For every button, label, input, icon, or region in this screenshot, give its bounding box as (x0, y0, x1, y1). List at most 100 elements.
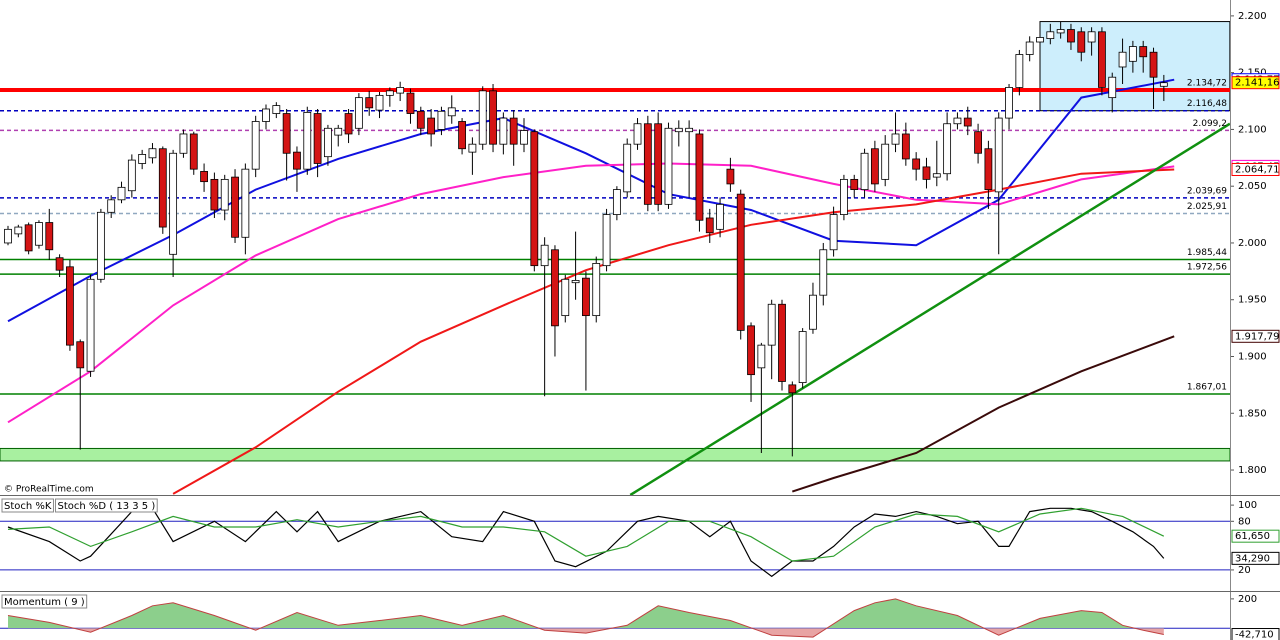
moving-average (791, 335, 1175, 493)
candle-body (1056, 29, 1065, 34)
candle-body (1077, 31, 1086, 53)
candle-body (1108, 76, 1117, 99)
candle-body (943, 123, 952, 175)
candle-body (643, 123, 652, 205)
y-tick-label: 1.850 (1238, 408, 1267, 419)
candle-body (1005, 87, 1013, 119)
y-tick-label: 1.950 (1238, 295, 1267, 306)
candle-body (685, 127, 694, 133)
plots: 1.800 1.850 1.900 1.950 2.000 2.050 2.100 2.150… (0, 11, 1280, 640)
candle-body (726, 168, 735, 185)
panel (0, 21, 1230, 495)
candle-body (1149, 51, 1158, 78)
candle-body (881, 143, 890, 180)
indicator-line (7, 507, 1165, 562)
candle-body (489, 90, 497, 145)
level-label: 1.985,44 (1187, 248, 1227, 258)
candle-body (602, 214, 611, 267)
candle-body (1098, 31, 1106, 88)
candle-body (437, 110, 446, 130)
candle-body (427, 117, 436, 135)
candle-body (994, 117, 1003, 193)
candle-body (705, 217, 714, 234)
candle-body (623, 143, 632, 193)
level-label: 1.972,56 (1187, 263, 1227, 273)
candle-body (117, 186, 126, 201)
candle-body (447, 107, 456, 117)
candle-body (901, 133, 910, 160)
candle-body (747, 325, 755, 376)
value-tag-label: 34,290 (1235, 553, 1270, 564)
candle-body (86, 278, 95, 372)
y-tick-label: 2.150 (1238, 68, 1267, 79)
panel (0, 598, 1230, 638)
legend-label: Momentum ( 9 ) (4, 597, 85, 608)
legend-box (1, 594, 88, 609)
candle-body (158, 148, 167, 228)
candle-body (293, 151, 301, 170)
y-tick-label: 2.100 (1238, 124, 1267, 135)
candle-body (1025, 41, 1034, 55)
candle-body (76, 341, 85, 369)
candle-body (231, 176, 239, 238)
value-tag (1231, 628, 1280, 640)
candle-body (478, 90, 487, 145)
y-tick-label: 20 (1238, 565, 1251, 576)
candle-body (736, 193, 745, 331)
value-tag-label: 61,650 (1235, 531, 1270, 542)
candle-body (840, 178, 848, 215)
level-label: 1.867,01 (1187, 382, 1227, 392)
candle-body (695, 133, 704, 221)
candle-body (324, 127, 332, 158)
legend-box (1, 498, 54, 513)
level-label: 2.025,91 (1187, 202, 1227, 212)
candle-body (551, 249, 559, 327)
candle-body (416, 110, 425, 129)
candle-body (1118, 51, 1127, 68)
candle-body (385, 90, 394, 96)
candle-body (210, 178, 219, 211)
candle-body (654, 123, 663, 205)
candle-body (891, 133, 900, 145)
candle-body (396, 87, 405, 94)
level-label: 2.099,2 (1193, 119, 1227, 129)
candle-body (303, 111, 312, 170)
candle-body (922, 166, 931, 180)
value-tag-label: 2.064,71 (1235, 164, 1280, 175)
panel (0, 507, 1230, 578)
candle-body (757, 344, 766, 369)
value-tag (1231, 76, 1280, 90)
candle-body (1036, 37, 1044, 43)
level-label: 2.039,69 (1187, 186, 1227, 196)
candle-body (179, 133, 188, 154)
candle-body (35, 222, 43, 246)
candle-body (220, 178, 229, 211)
candle-body (778, 303, 786, 382)
candle-body (96, 211, 105, 280)
candle-body (241, 168, 250, 238)
candle-body (200, 171, 208, 183)
legend-label: Stoch %K (4, 501, 52, 512)
candle-body (127, 159, 136, 192)
area-positive (8, 598, 1164, 629)
candle-body (138, 154, 147, 164)
candle-body (24, 224, 33, 252)
candle-body (870, 148, 879, 185)
candle-body (4, 228, 12, 244)
level-label: 2.134,72 (1187, 79, 1227, 89)
value-tag-label: -42,710 (1235, 630, 1274, 640)
candle-body (189, 133, 198, 170)
candle-body (716, 203, 724, 230)
candle-body (829, 214, 838, 251)
value-tag (1231, 162, 1280, 176)
candle-body (375, 94, 384, 111)
candle-body (1067, 29, 1075, 43)
candle-body (282, 113, 291, 154)
candle-body (809, 294, 817, 330)
candle-body (499, 117, 508, 145)
watermark: © ProRealTime.com (4, 485, 94, 495)
candle-body (272, 105, 281, 114)
candle-body (612, 189, 621, 215)
value-tag (1231, 551, 1280, 565)
candle-body (664, 127, 673, 205)
